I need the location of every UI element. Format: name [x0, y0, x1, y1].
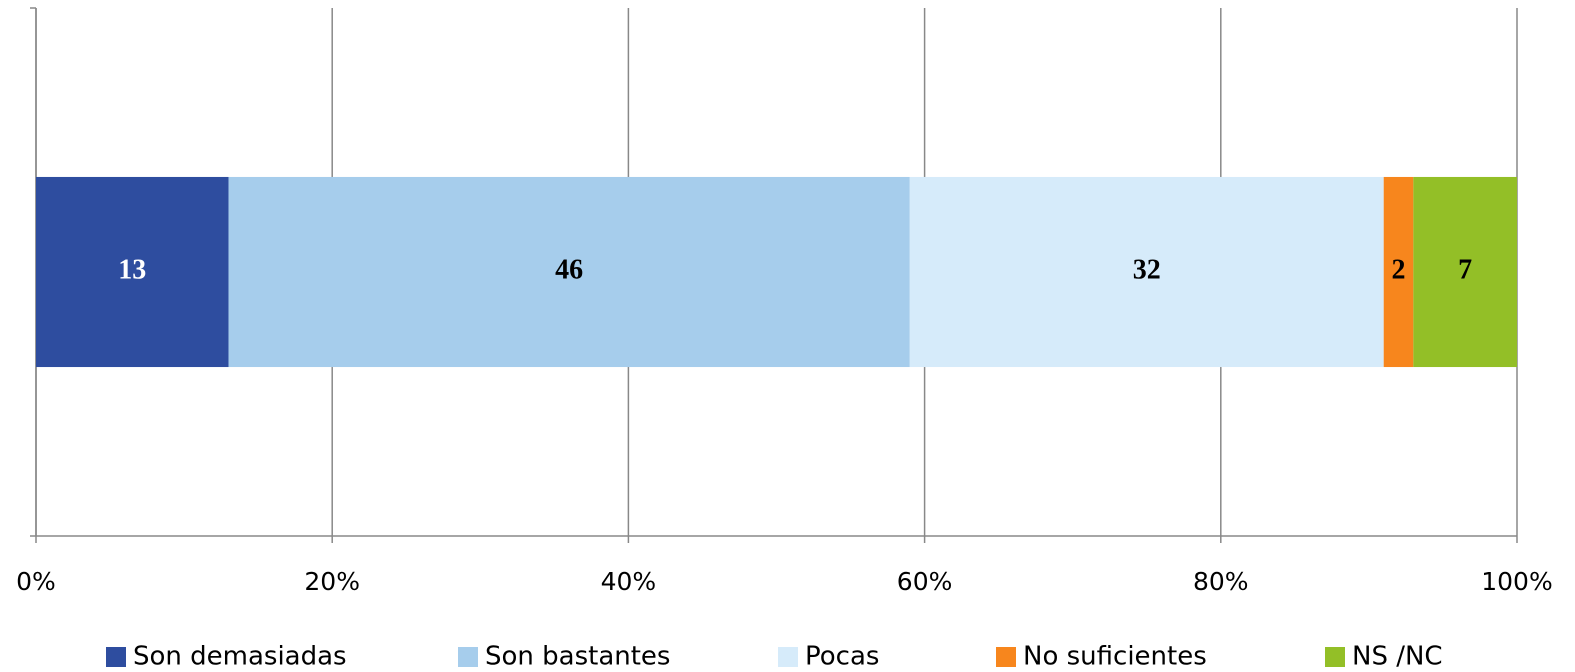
data-label: 7	[1458, 254, 1472, 285]
bar-segment	[228, 176, 910, 368]
legend-label: Son bastantes	[485, 642, 670, 672]
legend-swatch	[778, 647, 798, 667]
data-label: 32	[1133, 254, 1161, 285]
bar-segment	[909, 176, 1384, 368]
x-tick-label: 60%	[897, 567, 953, 596]
bar-segment	[1383, 176, 1414, 368]
legend-label: NS /NC	[1352, 642, 1443, 672]
legend-label: Pocas	[805, 642, 879, 672]
legend-swatch	[458, 647, 478, 667]
bar-segment	[1413, 176, 1517, 368]
x-tick-label: 40%	[601, 567, 657, 596]
x-tick-label: 80%	[1193, 567, 1249, 596]
x-tick-label: 100%	[1481, 567, 1552, 596]
data-label: 46	[555, 254, 583, 285]
legend-label: Son demasiadas	[133, 642, 347, 672]
x-tick-label: 20%	[304, 567, 360, 596]
x-tick-label: 0%	[16, 567, 56, 596]
legend-swatch	[996, 647, 1016, 667]
legend-label: No suficientes	[1023, 642, 1207, 672]
bar-segment	[36, 176, 229, 368]
data-label: 2	[1392, 254, 1406, 285]
legend-swatch	[1325, 647, 1345, 667]
legend-swatch	[106, 647, 126, 667]
data-label: 13	[118, 254, 146, 285]
